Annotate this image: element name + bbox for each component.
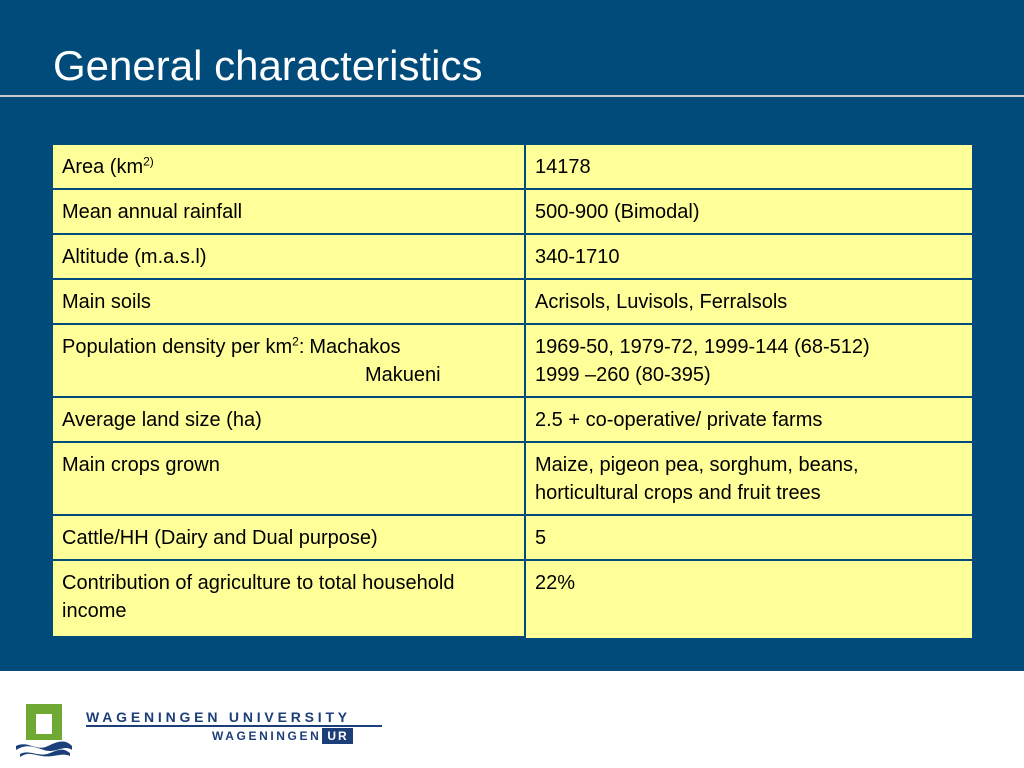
title-divider [0, 95, 1024, 97]
footer [0, 671, 1024, 768]
region-makueni: Makueni [365, 364, 441, 386]
table-row: Area (km2) 14178 [53, 145, 972, 190]
table-row: Contribution of agriculture to total hou… [53, 561, 972, 638]
row-value: Maize, pigeon pea, sorghum, beans, horti… [526, 443, 972, 514]
table-row: Average land size (ha) 2.5 + co-operativ… [53, 398, 972, 443]
row-value: 1969-50, 1979-72, 1999-144 (68-512) 1999… [526, 325, 972, 396]
row-label: Altitude (m.a.s.l) [53, 235, 524, 278]
row-label: Population density per km2: Machakos Mak… [53, 325, 524, 396]
row-label: Main soils [53, 280, 524, 323]
table-row: Altitude (m.a.s.l) 340-1710 [53, 235, 972, 280]
row-label: Cattle/HH (Dairy and Dual purpose) [53, 516, 524, 559]
row-label: Area (km2) [53, 145, 524, 188]
row-label: Mean annual rainfall [53, 190, 524, 233]
row-value: 2.5 + co-operative/ private farms [526, 398, 972, 441]
table-row: Population density per km2: Machakos Mak… [53, 325, 972, 398]
row-value: 5 [526, 516, 972, 559]
wageningen-logo-icon [16, 704, 72, 757]
wur-box: UR [322, 728, 353, 744]
row-value: 500-900 (Bimodal) [526, 190, 972, 233]
table-row: Main soils Acrisols, Luvisols, Ferralsol… [53, 280, 972, 325]
row-label: Main crops grown [53, 443, 524, 514]
row-label: Contribution of agriculture to total hou… [53, 561, 524, 638]
wageningen-ur-wordmark: WAGENINGEN UR [212, 728, 353, 744]
university-name: WAGENINGEN UNIVERSITY [86, 709, 351, 725]
row-value: 22% [526, 561, 972, 638]
row-label: Average land size (ha) [53, 398, 524, 441]
wur-text: WAGENINGEN [212, 729, 322, 743]
table-row: Mean annual rainfall 500-900 (Bimodal) [53, 190, 972, 235]
footer-divider [86, 725, 382, 727]
table-row: Cattle/HH (Dairy and Dual purpose) 5 [53, 516, 972, 561]
slide-title: General characteristics [53, 42, 483, 89]
value-machakos: 1969-50, 1979-72, 1999-144 (68-512) [535, 336, 870, 358]
row-value: 14178 [526, 145, 972, 188]
region-machakos: Machakos [309, 336, 401, 358]
characteristics-table: Area (km2) 14178 Mean annual rainfall 50… [53, 145, 972, 638]
table-row: Main crops grown Maize, pigeon pea, sorg… [53, 443, 972, 516]
row-value: 340-1710 [526, 235, 972, 278]
row-value: Acrisols, Luvisols, Ferralsols [526, 280, 972, 323]
value-makueni: 1999 –260 (80-395) [535, 364, 711, 386]
